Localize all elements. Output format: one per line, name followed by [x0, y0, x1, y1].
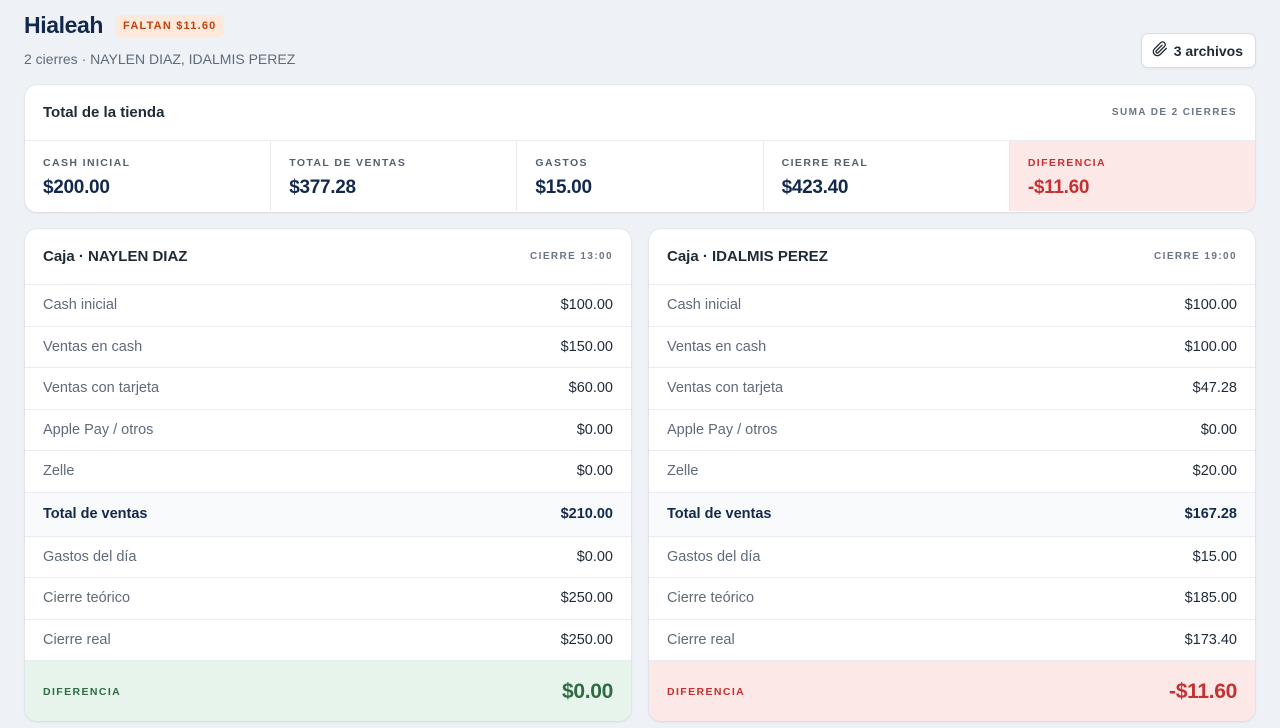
row-value: $250.00 [560, 631, 613, 648]
row-label: Ventas con tarjeta [43, 380, 160, 397]
register-row: Cash inicial $100.00 [25, 285, 631, 327]
row-value: $0.00 [576, 463, 613, 480]
register-row: Ventas en cash $100.00 [649, 327, 1255, 368]
register-difference: DIFERENCIA -$11.60 [649, 661, 1255, 721]
row-value: $60.00 [568, 380, 613, 397]
stat-value: $200.00 [43, 177, 110, 198]
register-row: Zelle $0.00 [25, 451, 631, 493]
title-row: Hialeah FALTAN $11.60 [24, 12, 295, 39]
row-value: $100.00 [1184, 338, 1237, 355]
store-totals-meta: SUMA DE 2 CIERRES [1111, 107, 1237, 118]
row-value: $20.00 [1192, 463, 1237, 480]
register-card-naylen: Caja · NAYLEN DIAZ CIERRE 13:00 Cash ini… [25, 229, 631, 721]
row-value: $150.00 [560, 338, 613, 355]
stat-value: -$11.60 [1027, 177, 1090, 198]
row-label: Apple Pay / otros [43, 421, 154, 438]
register-title: Caja · IDALMIS PEREZ [667, 248, 828, 265]
register-row: Ventas en cash $150.00 [25, 327, 631, 368]
row-value: $0.00 [1200, 421, 1237, 438]
register-row: Ventas con tarjeta $47.28 [649, 368, 1255, 410]
row-value: $100.00 [560, 297, 613, 314]
paperclip-icon [1152, 41, 1168, 60]
register-row: Apple Pay / otros $0.00 [649, 410, 1255, 451]
row-value: $185.00 [1184, 590, 1237, 607]
row-label: Ventas en cash [43, 338, 143, 355]
row-value: $167.28 [1184, 506, 1237, 522]
register-row: Cierre real $173.40 [649, 620, 1255, 661]
stat-gastos: GASTOS $15.00 [517, 141, 764, 211]
register-row: Cierre teórico $185.00 [649, 578, 1255, 620]
attachments-button[interactable]: 3 archivos [1140, 33, 1256, 68]
page-subtitle: 2 cierres · NAYLEN DIAZ, IDALMIS PEREZ [24, 51, 296, 67]
row-label: Apple Pay / otros [667, 421, 778, 438]
attachments-label: 3 archivos [1173, 42, 1243, 59]
register-close-time: CIERRE 19:00 [1154, 251, 1237, 262]
stat-value: $423.40 [781, 177, 849, 198]
row-value: $0.00 [576, 548, 613, 565]
stat-label: CASH INICIAL [43, 157, 131, 169]
register-close-time: CIERRE 13:00 [530, 251, 613, 262]
store-totals-title: Total de la tienda [43, 104, 165, 121]
register-header: Caja · NAYLEN DIAZ CIERRE 13:00 [25, 229, 631, 285]
register-title: Caja · NAYLEN DIAZ [43, 248, 188, 265]
row-label: Cierre real [667, 631, 735, 648]
register-row: Gastos del día $15.00 [649, 537, 1255, 578]
stat-label: TOTAL DE VENTAS [289, 157, 407, 169]
row-label: Gastos del día [667, 548, 761, 565]
register-total-row: Total de ventas $210.00 [25, 492, 631, 537]
row-label: Zelle [43, 463, 75, 480]
register-row: Ventas con tarjeta $60.00 [25, 368, 631, 410]
row-value: $15.00 [1192, 548, 1237, 565]
stat-total-ventas: TOTAL DE VENTAS $377.28 [271, 141, 518, 211]
register-row: Cierre teórico $250.00 [25, 578, 631, 620]
row-label: Gastos del día [43, 548, 137, 565]
row-label: Cash inicial [43, 297, 118, 314]
register-row: Zelle $20.00 [649, 451, 1255, 493]
register-difference: DIFERENCIA $0.00 [25, 661, 631, 721]
register-total-row: Total de ventas $167.28 [649, 492, 1255, 537]
row-value: $100.00 [1184, 297, 1237, 314]
stat-diferencia: DIFERENCIA -$11.60 [1009, 141, 1255, 211]
page-header: Hialeah FALTAN $11.60 2 cierres · NAYLEN… [24, 12, 295, 67]
row-label: Cierre teórico [667, 590, 755, 607]
difference-label: DIFERENCIA [43, 685, 122, 698]
register-row: Gastos del día $0.00 [25, 537, 631, 578]
register-header: Caja · IDALMIS PEREZ CIERRE 19:00 [649, 229, 1255, 285]
row-label: Total de ventas [43, 506, 148, 522]
row-value: $0.00 [576, 421, 613, 438]
status-badge: FALTAN $11.60 [115, 14, 225, 37]
page-title: Hialeah [24, 12, 104, 38]
row-value: $210.00 [560, 506, 613, 522]
store-totals-header: Total de la tienda SUMA DE 2 CIERRES [25, 85, 1255, 141]
store-totals-stats: CASH INICIAL $200.00 TOTAL DE VENTAS $37… [25, 141, 1255, 211]
stat-label: CIERRE REAL [781, 157, 869, 169]
row-label: Ventas en cash [667, 338, 767, 355]
register-row: Apple Pay / otros $0.00 [25, 410, 631, 451]
register-row: Cierre real $250.00 [25, 620, 631, 661]
register-card-idalmis: Caja · IDALMIS PEREZ CIERRE 19:00 Cash i… [649, 229, 1255, 721]
row-value: $250.00 [560, 590, 613, 607]
row-value: $173.40 [1184, 631, 1237, 648]
stat-value: $377.28 [289, 177, 356, 198]
stat-value: $15.00 [535, 177, 592, 198]
row-value: $47.28 [1192, 380, 1237, 397]
store-totals-card: Total de la tienda SUMA DE 2 CIERRES CAS… [25, 85, 1255, 212]
stat-label: GASTOS [535, 157, 588, 169]
row-label: Zelle [667, 463, 699, 480]
row-label: Total de ventas [667, 506, 772, 522]
row-label: Cash inicial [667, 297, 742, 314]
row-label: Cierre real [43, 631, 111, 648]
stat-cash-inicial: CASH INICIAL $200.00 [25, 141, 272, 211]
difference-label: DIFERENCIA [667, 685, 746, 698]
stat-label: DIFERENCIA [1027, 157, 1106, 169]
difference-value: -$11.60 [1169, 679, 1237, 703]
row-label: Ventas con tarjeta [667, 380, 784, 397]
register-row: Cash inicial $100.00 [649, 285, 1255, 327]
difference-value: $0.00 [561, 679, 613, 703]
stat-cierre-real: CIERRE REAL $423.40 [764, 141, 1010, 211]
row-label: Cierre teórico [43, 590, 131, 607]
